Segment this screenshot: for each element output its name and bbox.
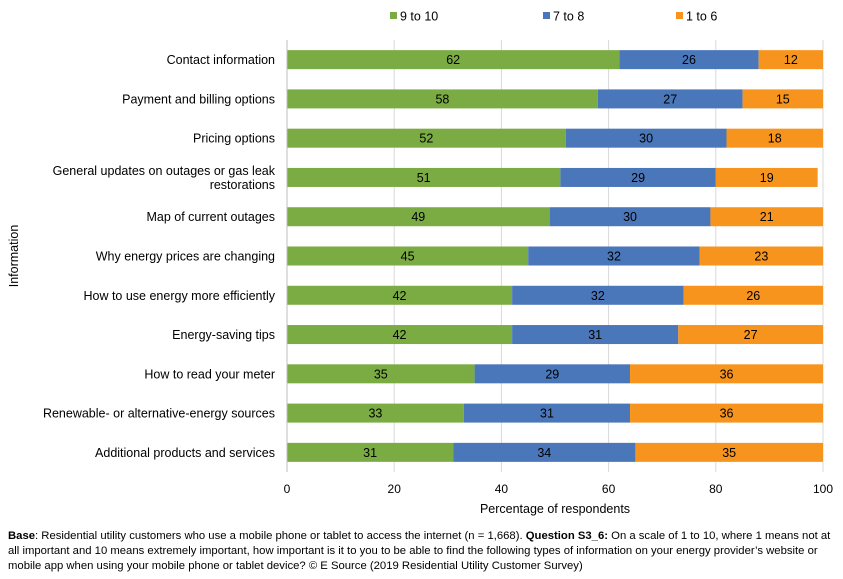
bar-segment bbox=[597, 89, 743, 109]
category-label: Payment and billing options bbox=[122, 92, 275, 106]
data-label: 18 bbox=[768, 132, 782, 146]
bar-segment bbox=[549, 207, 711, 227]
x-tick-label: 80 bbox=[709, 482, 723, 496]
legend-swatch bbox=[390, 12, 397, 19]
bar-segment bbox=[710, 207, 823, 227]
data-label: 32 bbox=[607, 250, 621, 264]
bar-segment bbox=[463, 403, 631, 423]
bar-segment bbox=[683, 285, 823, 305]
data-label: 30 bbox=[623, 210, 637, 224]
data-label: 42 bbox=[393, 328, 407, 342]
data-label: 35 bbox=[722, 446, 736, 460]
x-tick-label: 20 bbox=[388, 482, 402, 496]
data-label: 12 bbox=[784, 53, 798, 67]
bar-segment bbox=[287, 246, 529, 266]
data-label: 32 bbox=[591, 289, 605, 303]
footnote-question-text: On a scale of 1 to 10, where 1 means not… bbox=[8, 530, 831, 572]
x-tick-label: 60 bbox=[602, 482, 616, 496]
data-label: 27 bbox=[663, 92, 677, 106]
bar-segment bbox=[453, 442, 636, 462]
bar-segment bbox=[630, 364, 823, 384]
data-label: 26 bbox=[682, 53, 696, 67]
category-label: Renewable- or alternative-energy sources bbox=[43, 407, 275, 421]
category-label: Additional products and services bbox=[95, 446, 275, 460]
category-label: Energy-saving tips bbox=[172, 328, 275, 342]
legend-swatch bbox=[676, 12, 683, 19]
category-label: How to use energy more efficiently bbox=[83, 289, 275, 303]
bar-segment bbox=[287, 50, 620, 70]
data-label: 23 bbox=[754, 250, 768, 264]
data-label: 52 bbox=[419, 132, 433, 146]
data-label: 21 bbox=[760, 210, 774, 224]
category-label: How to read your meter bbox=[144, 367, 275, 381]
bar-segment bbox=[287, 403, 464, 423]
legend-label: 7 to 8 bbox=[553, 10, 584, 24]
bar-segment bbox=[512, 285, 684, 305]
data-label: 15 bbox=[776, 92, 790, 106]
data-label: 31 bbox=[588, 328, 602, 342]
bar-segment bbox=[287, 325, 513, 345]
data-label: 42 bbox=[393, 289, 407, 303]
category-label: Map of current outages bbox=[146, 210, 275, 224]
bar-segment bbox=[619, 50, 759, 70]
stacked-bar-chart: 0 20 40 60 80 100 Percentage of respondents Inf… bbox=[7, 10, 833, 517]
data-label: 45 bbox=[401, 250, 415, 264]
x-tick-label: 100 bbox=[813, 482, 833, 496]
legend-swatch bbox=[543, 12, 550, 19]
legend-label: 9 to 10 bbox=[400, 10, 438, 24]
data-label: 36 bbox=[720, 367, 734, 381]
data-label: 49 bbox=[411, 210, 425, 224]
footnote-base-label: Base bbox=[8, 530, 36, 542]
bar-segment bbox=[287, 128, 566, 148]
data-label: 34 bbox=[537, 446, 551, 460]
category-label: General updates on outages or gas leak re… bbox=[53, 164, 276, 192]
bar-segment bbox=[287, 364, 475, 384]
category-label: Pricing options bbox=[193, 132, 275, 146]
y-axis-label: Information bbox=[7, 225, 21, 288]
bar-segment bbox=[565, 128, 727, 148]
data-label: 35 bbox=[374, 367, 388, 381]
legend-label: 1 to 6 bbox=[686, 10, 717, 24]
data-label: 51 bbox=[417, 171, 431, 185]
bar-segment bbox=[715, 167, 818, 187]
category-label: Contact information bbox=[167, 53, 275, 67]
data-label: 33 bbox=[368, 407, 382, 421]
data-label: 31 bbox=[540, 407, 554, 421]
x-axis-label: Percentage of respondents bbox=[480, 502, 630, 516]
footnote: Base: Residential utility customers who … bbox=[8, 529, 838, 574]
bar-segment bbox=[635, 442, 823, 462]
x-tick-label: 40 bbox=[495, 482, 509, 496]
data-label: 26 bbox=[746, 289, 760, 303]
bar-segment bbox=[287, 89, 598, 109]
data-label: 62 bbox=[446, 53, 460, 67]
bar-segment bbox=[678, 325, 823, 345]
data-label: 27 bbox=[744, 328, 758, 342]
data-label: 29 bbox=[545, 367, 559, 381]
bar-segment bbox=[287, 285, 513, 305]
data-label: 19 bbox=[760, 171, 774, 185]
bar-segment bbox=[528, 246, 700, 266]
data-label: 31 bbox=[363, 446, 377, 460]
bar-segment bbox=[287, 207, 550, 227]
footnote-base-text: : Residential utility customers who use … bbox=[35, 530, 526, 542]
bar-segment bbox=[287, 442, 454, 462]
bar-segment bbox=[758, 50, 823, 70]
bar-segment bbox=[560, 167, 716, 187]
bar-segment bbox=[474, 364, 631, 384]
x-tick-label: 0 bbox=[284, 482, 291, 496]
bar-segment bbox=[742, 89, 823, 109]
bar-segment bbox=[512, 325, 679, 345]
bar-segment bbox=[287, 167, 561, 187]
data-label: 36 bbox=[720, 407, 734, 421]
bar-segment bbox=[630, 403, 823, 423]
footnote-question-label: Question S3_6: bbox=[525, 530, 609, 542]
bar-segment bbox=[726, 128, 823, 148]
bar-segment bbox=[699, 246, 823, 266]
category-label: Why energy prices are changing bbox=[96, 250, 275, 264]
data-label: 29 bbox=[631, 171, 645, 185]
data-label: 58 bbox=[435, 92, 449, 106]
data-label: 30 bbox=[639, 132, 653, 146]
